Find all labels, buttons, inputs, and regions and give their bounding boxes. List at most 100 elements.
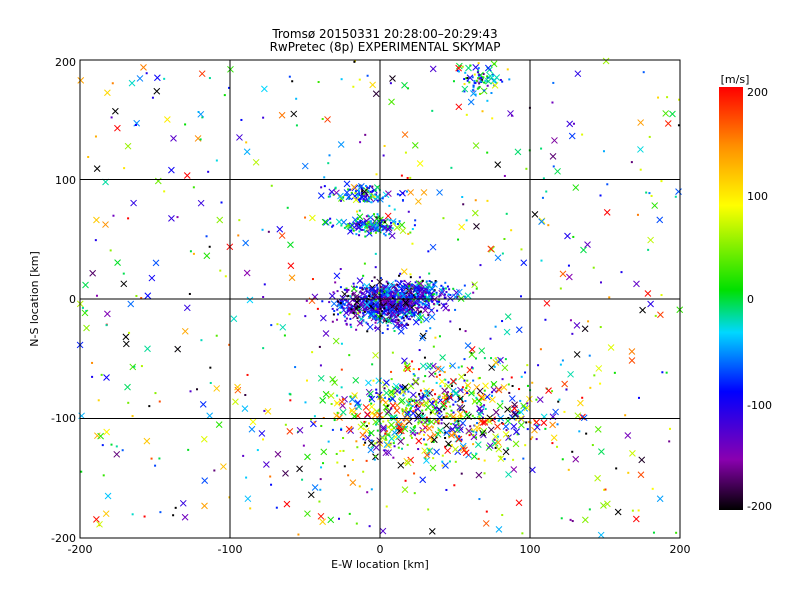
scatter-point-x bbox=[502, 448, 510, 456]
scatter-point-dot bbox=[347, 303, 350, 306]
scatter-point-x bbox=[385, 226, 392, 233]
scatter-point-dot bbox=[397, 298, 400, 301]
scatter-point-dot bbox=[375, 216, 378, 219]
scatter-point-dot bbox=[486, 75, 489, 78]
scatter-point-dot bbox=[567, 468, 570, 471]
scatter-point-dot bbox=[427, 314, 430, 317]
scatter-point-x bbox=[103, 374, 110, 381]
chart-title: Tromsø 20150331 20:28:00–20:29:43 bbox=[271, 27, 497, 41]
scatter-point-dot bbox=[411, 308, 414, 311]
scatter-point-dot bbox=[413, 433, 416, 436]
scatter-point-x bbox=[423, 316, 430, 323]
colorbar-tick-label: -200 bbox=[747, 500, 772, 513]
scatter-point-dot bbox=[645, 191, 648, 194]
scatter-point-x bbox=[246, 296, 254, 304]
scatter-point-dot bbox=[399, 308, 402, 311]
scatter-point-dot bbox=[413, 313, 416, 316]
scatter-point-x bbox=[258, 430, 266, 437]
scatter-point-x bbox=[230, 315, 238, 323]
scatter-point-dot bbox=[374, 423, 377, 426]
scatter-point-dot bbox=[404, 361, 407, 364]
scatter-point-x bbox=[328, 188, 336, 196]
scatter-point-dot bbox=[392, 300, 395, 303]
scatter-point-dot bbox=[369, 228, 372, 231]
scatter-point-dot bbox=[471, 76, 474, 79]
scatter-point-dot bbox=[102, 474, 105, 477]
scatter-point-x bbox=[399, 227, 407, 235]
scatter-point-dot bbox=[372, 313, 375, 316]
scatter-point-dot bbox=[350, 326, 353, 329]
scatter-point-dot bbox=[414, 408, 417, 411]
scatter-point-dot bbox=[475, 287, 478, 290]
scatter-point-dot bbox=[478, 376, 481, 379]
scatter-point-dot bbox=[371, 295, 374, 298]
scatter-point-dot bbox=[439, 385, 442, 388]
scatter-point-dot bbox=[424, 287, 427, 290]
scatter-point-x bbox=[360, 421, 367, 428]
scatter-point-dot bbox=[304, 315, 307, 318]
scatter-point-dot bbox=[261, 228, 264, 231]
scatter-point-dot bbox=[376, 312, 379, 315]
scatter-point-dot bbox=[557, 400, 560, 403]
scatter-point-x bbox=[651, 202, 659, 209]
scatter-point-dot bbox=[357, 189, 360, 192]
scatter-point-dot bbox=[465, 410, 468, 413]
scatter-point-dot bbox=[454, 308, 457, 311]
scatter-point-dot bbox=[518, 411, 521, 414]
scatter-point-x bbox=[510, 422, 518, 430]
scatter-point-dot bbox=[370, 193, 373, 196]
scatter-point-dot bbox=[358, 224, 361, 227]
scatter-point-dot bbox=[430, 298, 433, 301]
scatter-point-dot bbox=[328, 154, 331, 157]
scatter-point-dot bbox=[481, 416, 484, 419]
scatter-point-x bbox=[83, 324, 90, 332]
scatter-point-x bbox=[148, 274, 156, 282]
scatter-point-dot bbox=[380, 314, 383, 317]
scatter-point-dot bbox=[424, 306, 427, 309]
scatter-point-dot bbox=[524, 371, 527, 374]
scatter-point-dot bbox=[387, 419, 390, 422]
scatter-point-dot bbox=[111, 82, 114, 85]
scatter-point-dot bbox=[411, 314, 414, 317]
scatter-point-dot bbox=[244, 394, 247, 397]
scatter-point-dot bbox=[441, 454, 444, 457]
colorbar-tick-label: 100 bbox=[747, 190, 768, 203]
scatter-point-x bbox=[367, 299, 374, 307]
scatter-point-x bbox=[456, 404, 464, 411]
scatter-point-dot bbox=[428, 306, 431, 309]
scatter-point-dot bbox=[501, 422, 504, 425]
scatter-point-dot bbox=[362, 443, 365, 446]
scatter-point-x bbox=[433, 448, 440, 456]
scatter-point-x bbox=[380, 424, 387, 431]
scatter-point-dot bbox=[482, 405, 485, 408]
scatter-point-x bbox=[348, 222, 356, 229]
scatter-point-dot bbox=[397, 314, 400, 317]
scatter-point-x bbox=[364, 434, 372, 442]
scatter-point-x bbox=[399, 397, 406, 404]
scatter-point-dot bbox=[360, 186, 363, 189]
scatter-point-dot bbox=[432, 440, 435, 443]
scatter-point-dot bbox=[143, 515, 146, 518]
scatter-point-x bbox=[397, 328, 405, 335]
scatter-point-dot bbox=[444, 293, 447, 296]
scatter-point-x bbox=[133, 119, 141, 127]
scatter-point-dot bbox=[347, 474, 350, 477]
scatter-point-x bbox=[455, 64, 462, 72]
scatter-point-dot bbox=[398, 391, 401, 394]
scatter-point-x bbox=[419, 334, 426, 342]
y-axis-tick-labels: -200 -100 0 100 200 bbox=[51, 56, 76, 545]
scatter-point-dot bbox=[409, 276, 412, 279]
scatter-point-x bbox=[457, 395, 464, 403]
scatter-point-dot bbox=[471, 414, 474, 417]
scatter-point-x bbox=[335, 218, 343, 226]
scatter-point-dot bbox=[410, 293, 413, 296]
scatter-point-dot bbox=[450, 384, 453, 387]
scatter-point-dot bbox=[288, 75, 291, 78]
scatter-point-dot bbox=[412, 426, 415, 429]
scatter-point-x bbox=[492, 408, 500, 416]
scatter-point-dot bbox=[355, 440, 358, 443]
scatter-point-x bbox=[352, 196, 360, 204]
scatter-point-dot bbox=[365, 184, 368, 187]
scatter-point-x bbox=[397, 461, 405, 469]
scatter-point-x bbox=[429, 65, 437, 73]
